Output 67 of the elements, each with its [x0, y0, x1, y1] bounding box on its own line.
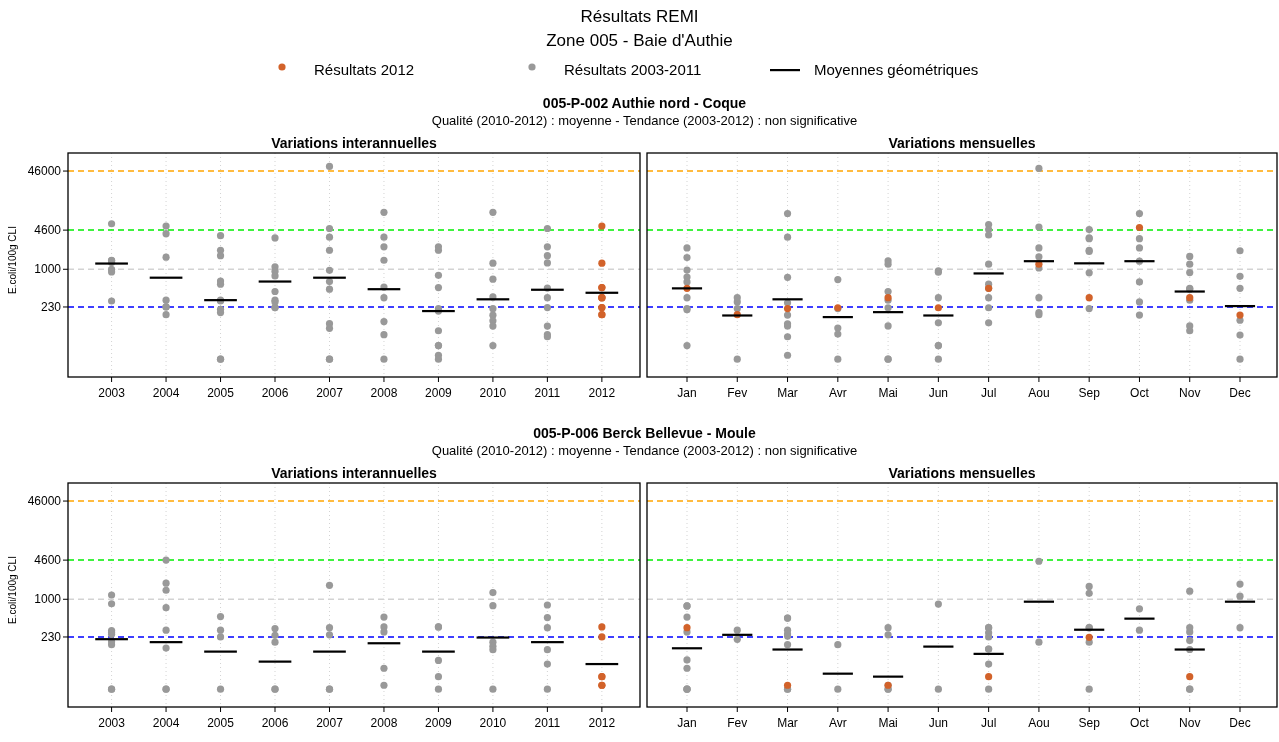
x-tick-label: 2004	[152, 716, 180, 730]
x-tick-label: 2008	[370, 716, 398, 730]
y-axis-title: E.coli/100g CLI	[7, 226, 18, 294]
y-tick-label: 1000	[34, 592, 62, 607]
x-tick-label: Nov	[1179, 716, 1201, 730]
x-tick-label: Oct	[1130, 386, 1150, 400]
x-tick-label: Aou	[1028, 386, 1050, 400]
text: Qualité (2010-2012) : moyenne - Tendance (2003-2012) : non significative	[431, 113, 858, 128]
x-tick-label: Avr	[828, 716, 847, 730]
x-tick-label: Jun	[928, 386, 949, 400]
x-tick-label: Jul	[980, 386, 997, 400]
x-tick-label: Avr	[828, 386, 847, 400]
y-tick-label: 1000	[34, 262, 62, 277]
chart-title: Variations interannuelles	[271, 135, 438, 151]
legend-label: Résultats 2003-2011	[564, 61, 702, 78]
x-tick-label: 2004	[152, 386, 180, 400]
x-tick-label: 2003	[98, 716, 126, 730]
x-tick-label: 2006	[261, 716, 289, 730]
x-tick-label: Mai	[878, 716, 898, 730]
x-tick-label: Jul	[980, 716, 997, 730]
x-tick-label: Fev	[727, 386, 748, 400]
chart-title: Variations interannuelles	[271, 465, 438, 481]
chart-title: Variations mensuelles	[888, 465, 1036, 481]
x-tick-label: Nov	[1179, 386, 1201, 400]
text: Zone 005 - Baie d'Authie	[546, 31, 733, 50]
x-tick-label: Mar	[777, 386, 798, 400]
x-tick-label: Jun	[928, 716, 949, 730]
x-tick-label: Dec	[1229, 386, 1251, 400]
x-tick-label: Aou	[1028, 716, 1050, 730]
x-tick-label: 2012	[588, 716, 616, 730]
text: Résultats REMI	[580, 7, 699, 26]
x-tick-label: 2011	[534, 386, 561, 400]
x-tick-label: 2012	[588, 386, 616, 400]
text: 005-P-006 Berck Bellevue - Moule	[533, 425, 756, 441]
x-tick-label: Dec	[1229, 716, 1251, 730]
x-tick-label: 2007	[316, 716, 344, 730]
y-tick-label: 230	[40, 300, 62, 315]
x-tick-label: Fev	[727, 716, 748, 730]
x-tick-label: 2009	[425, 716, 453, 730]
x-tick-label: 2010	[479, 716, 507, 730]
x-tick-label: Oct	[1130, 716, 1150, 730]
x-tick-label: Mar	[777, 716, 798, 730]
x-tick-label: 2005	[207, 386, 235, 400]
chart-title: Variations mensuelles	[888, 135, 1036, 151]
x-tick-label: 2008	[370, 386, 398, 400]
text: Qualité (2010-2012) : moyenne - Tendance (2003-2012) : non significative	[431, 443, 858, 458]
legend-label: Moyennes géométriques	[814, 61, 979, 78]
y-tick-label: 46000	[27, 494, 62, 509]
x-tick-label: Mai	[878, 386, 898, 400]
x-tick-label: Jan	[677, 716, 697, 730]
x-tick-label: 2006	[261, 386, 289, 400]
x-tick-label: 2003	[98, 386, 126, 400]
y-tick-label: 4600	[34, 553, 62, 568]
legend-label: Résultats 2012	[314, 61, 415, 78]
text: 005-P-002 Authie nord - Coque	[542, 95, 747, 111]
y-tick-label: 230	[40, 630, 62, 645]
x-tick-label: 2010	[479, 386, 507, 400]
x-tick-label: Sep	[1078, 386, 1101, 400]
x-tick-label: 2009	[425, 386, 453, 400]
y-axis-title: E.coli/100g CLI	[7, 556, 18, 624]
x-tick-label: Sep	[1078, 716, 1101, 730]
x-tick-label: 2011	[534, 716, 561, 730]
x-tick-label: 2007	[316, 386, 344, 400]
y-tick-label: 4600	[34, 223, 62, 238]
y-tick-label: 46000	[27, 164, 62, 179]
x-tick-label: 2005	[207, 716, 235, 730]
x-tick-label: Jan	[677, 386, 697, 400]
